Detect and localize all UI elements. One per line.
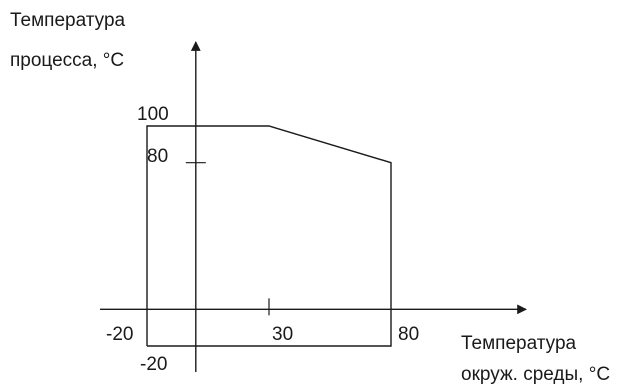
tick-group: -20 30 80 100 80 -20 — [106, 104, 419, 375]
y-tick-label--20: -20 — [140, 354, 167, 375]
operating-envelope-line — [146, 125, 392, 347]
x-tick-label-30: 30 — [272, 324, 293, 345]
x-axis-title-line-2: окруж. среды, °С — [461, 364, 610, 385]
x-tick-label-80: 80 — [398, 324, 419, 345]
y-axis-title-line-2: процесса, °С — [10, 50, 124, 71]
x-tick-label--20: -20 — [106, 324, 133, 345]
x-axis-title-line-1: Температура — [461, 333, 577, 354]
y-tick-label-80: 80 — [147, 146, 168, 167]
y-axis-title-line-1: Температура — [10, 10, 126, 31]
y-tick-label-100: 100 — [137, 104, 169, 125]
